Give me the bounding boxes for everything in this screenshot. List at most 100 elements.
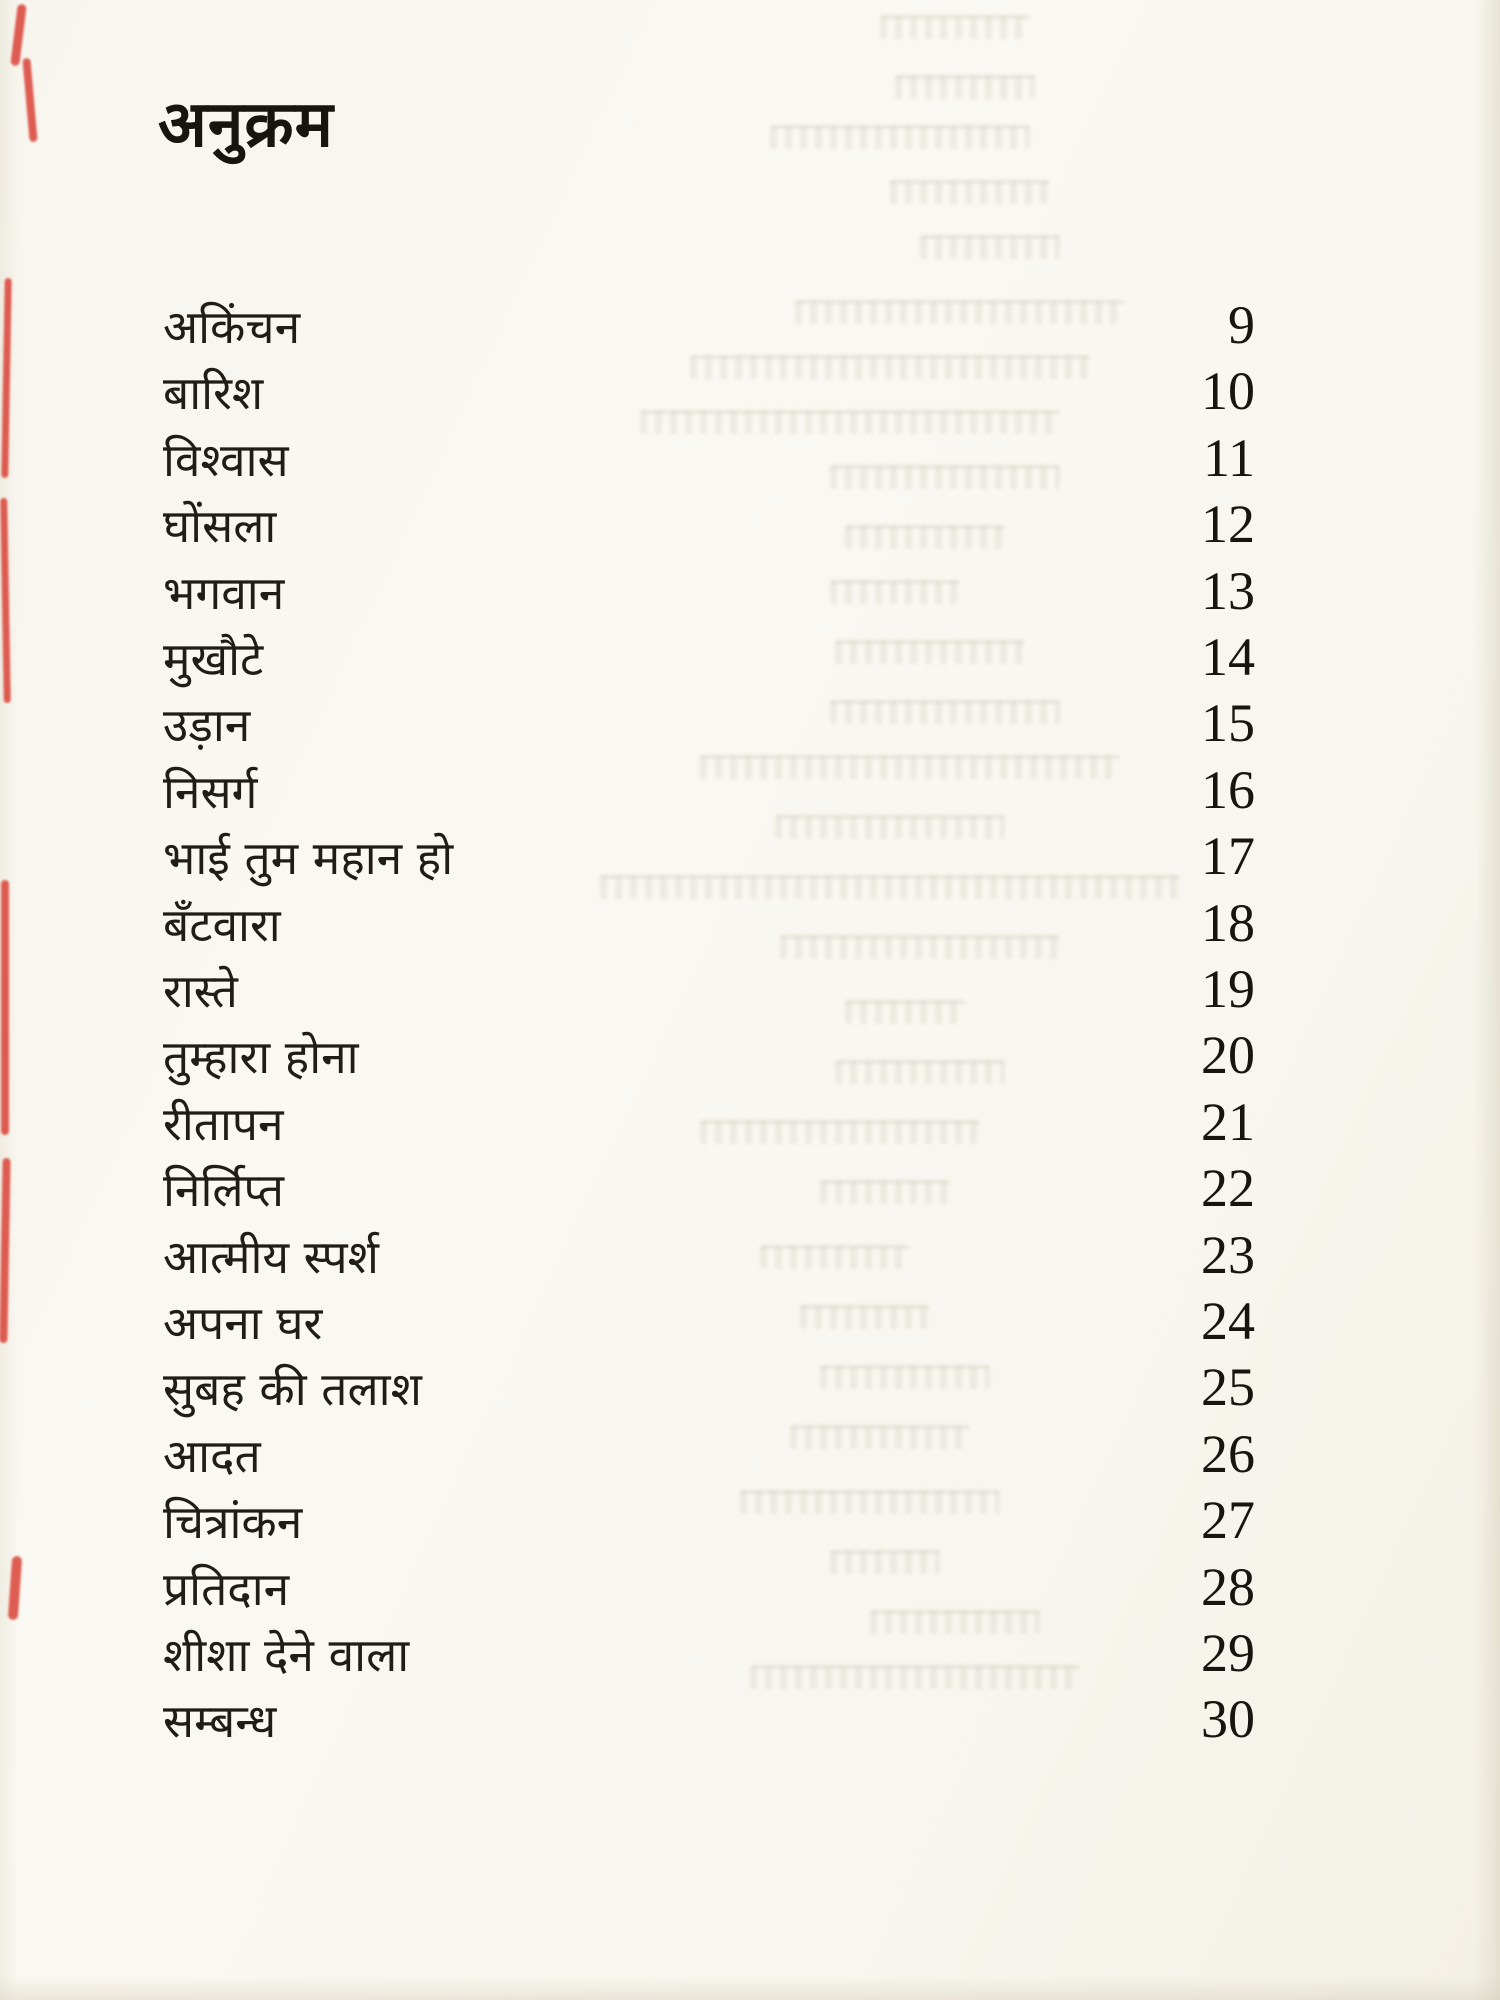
- toc-entry-page-number: 12: [1201, 494, 1255, 555]
- toc-entry-page-number: 20: [1201, 1025, 1255, 1086]
- toc-entry-title: भगवान: [163, 565, 285, 620]
- toc-entry: उड़ान 15: [163, 690, 1255, 756]
- toc-entry-title: चित्रांकन: [163, 1495, 303, 1550]
- toc-entry: मुखौटे 14: [163, 624, 1255, 690]
- red-ink-mark: [22, 57, 38, 143]
- ghost-text-line: [870, 1610, 1040, 1634]
- toc-entry-page-number: 15: [1201, 693, 1255, 754]
- toc-entry-title: बँटवारा: [163, 897, 281, 952]
- toc-entry-title: रास्ते: [163, 964, 238, 1018]
- toc-entry: निसर्ग 16: [163, 757, 1255, 823]
- ghost-text-line: [750, 1665, 1080, 1689]
- toc-entry: रास्ते 19: [163, 956, 1255, 1022]
- toc-entry-title: निर्लिप्त: [163, 1163, 284, 1218]
- ghost-text-line: [800, 1305, 930, 1329]
- table-of-contents: अकिंचन 9 बारिश 10 विश्वास 11 घोंसला 12 भ…: [163, 292, 1255, 1772]
- toc-entry: अकिंचन 9: [163, 292, 1255, 358]
- toc-entry-title: निसर्ग: [163, 764, 258, 819]
- toc-entry-page-number: 23: [1201, 1224, 1255, 1285]
- ghost-text-line: [795, 300, 1125, 324]
- toc-entry: निर्लिप्त 22: [163, 1155, 1255, 1221]
- red-ink-mark: [7, 1555, 23, 1621]
- ghost-text-line: [830, 465, 1060, 489]
- toc-entry-page-number: 21: [1201, 1091, 1255, 1152]
- toc-entry: तुम्हारा होना 20: [163, 1022, 1255, 1088]
- toc-entry-title: तुम्हारा होना: [163, 1030, 359, 1085]
- toc-entry-title: विश्वास: [163, 432, 289, 487]
- ghost-text-line: [895, 75, 1035, 99]
- toc-entry: चित्रांकन 27: [163, 1487, 1255, 1553]
- toc-entry-title: प्रतिदान: [163, 1561, 290, 1616]
- ghost-text-line: [890, 180, 1050, 204]
- toc-entry-page-number: 16: [1201, 759, 1255, 820]
- ghost-text-line: [790, 1425, 970, 1449]
- toc-entry-page-number: 9: [1228, 295, 1255, 355]
- toc-entry-page-number: 13: [1201, 560, 1255, 621]
- toc-entry: सुबह की तलाश 25: [163, 1354, 1255, 1420]
- ghost-text-line: [760, 1245, 910, 1269]
- ghost-text-line: [830, 700, 1060, 724]
- toc-entry-title: घोंसला: [163, 499, 277, 554]
- toc-entry: घोंसला 12: [163, 491, 1255, 557]
- toc-entry-page-number: 19: [1201, 959, 1255, 1019]
- toc-entry-page-number: 26: [1201, 1423, 1255, 1484]
- ghost-text-line: [820, 1365, 990, 1389]
- toc-entry: बारिश 10: [163, 358, 1255, 424]
- toc-entry-page-number: 17: [1201, 826, 1255, 887]
- ghost-text-line: [880, 15, 1030, 39]
- toc-entry: प्रतिदान 28: [163, 1554, 1255, 1620]
- ghost-text-line: [830, 1550, 940, 1574]
- ghost-text-line: [820, 1180, 950, 1204]
- toc-entry: शीशा देने वाला 29: [163, 1620, 1255, 1686]
- page-title: अनुक्रम: [158, 88, 334, 162]
- toc-entry-title: उड़ान: [163, 698, 251, 753]
- ghost-text-line: [640, 410, 1060, 434]
- toc-entry-page-number: 28: [1201, 1556, 1255, 1617]
- toc-entry-title: शीशा देने वाला: [163, 1628, 410, 1682]
- ghost-text-line: [780, 935, 1060, 959]
- toc-entry-title: आत्मीय स्पर्श: [163, 1229, 379, 1284]
- red-ink-mark: [1, 880, 9, 1135]
- ghost-text-line: [835, 640, 1025, 664]
- toc-entry-page-number: 29: [1201, 1623, 1255, 1683]
- toc-entry: आत्मीय स्पर्श 23: [163, 1222, 1255, 1288]
- toc-entry-page-number: 27: [1201, 1490, 1255, 1551]
- red-ink-mark: [0, 497, 11, 704]
- ghost-text-line: [775, 815, 1005, 839]
- ghost-text-line: [920, 235, 1060, 259]
- toc-entry-title: आदत: [163, 1428, 261, 1483]
- toc-entry: भाई तुम महान हो 17: [163, 823, 1255, 889]
- toc-entry-title: मुखौटे: [163, 632, 264, 686]
- red-ink-mark: [10, 3, 27, 67]
- toc-entry-title: बारिश: [163, 366, 264, 421]
- toc-entry-page-number: 30: [1201, 1689, 1255, 1750]
- ghost-text-line: [770, 125, 1030, 149]
- toc-entry-page-number: 25: [1201, 1357, 1255, 1418]
- toc-entry-title: अकिंचन: [163, 300, 301, 354]
- ghost-text-line: [830, 580, 960, 604]
- toc-entry: सम्बन्ध 30: [163, 1686, 1255, 1752]
- toc-entry-page-number: 14: [1201, 627, 1255, 687]
- toc-entry-page-number: 22: [1201, 1158, 1255, 1219]
- toc-entry: भगवान 13: [163, 558, 1255, 624]
- toc-entry-title: अपना घर: [163, 1296, 323, 1350]
- toc-entry-page-number: 10: [1201, 361, 1255, 422]
- toc-entry-title: सुबह की तलाश: [163, 1362, 422, 1417]
- toc-entry-title: रीतापन: [163, 1096, 284, 1151]
- ghost-text-line: [835, 1060, 1005, 1084]
- toc-entry: विश्वास 11: [163, 425, 1255, 491]
- ghost-text-line: [700, 1120, 980, 1144]
- toc-entry: बँटवारा 18: [163, 890, 1255, 956]
- toc-entry: आदत 26: [163, 1421, 1255, 1487]
- toc-entry: रीतापन 21: [163, 1089, 1255, 1155]
- ghost-text-line: [600, 875, 1180, 899]
- ghost-text-line: [845, 525, 1005, 549]
- toc-entry-page-number: 18: [1201, 892, 1255, 953]
- red-ink-mark: [1, 277, 12, 479]
- toc-entry-page-number: 11: [1203, 427, 1255, 488]
- toc-entry-title: सम्बन्ध: [163, 1694, 277, 1749]
- red-ink-mark: [0, 1157, 11, 1344]
- toc-entry-title: भाई तुम महान हो: [163, 831, 454, 886]
- toc-entry: अपना घर 24: [163, 1288, 1255, 1354]
